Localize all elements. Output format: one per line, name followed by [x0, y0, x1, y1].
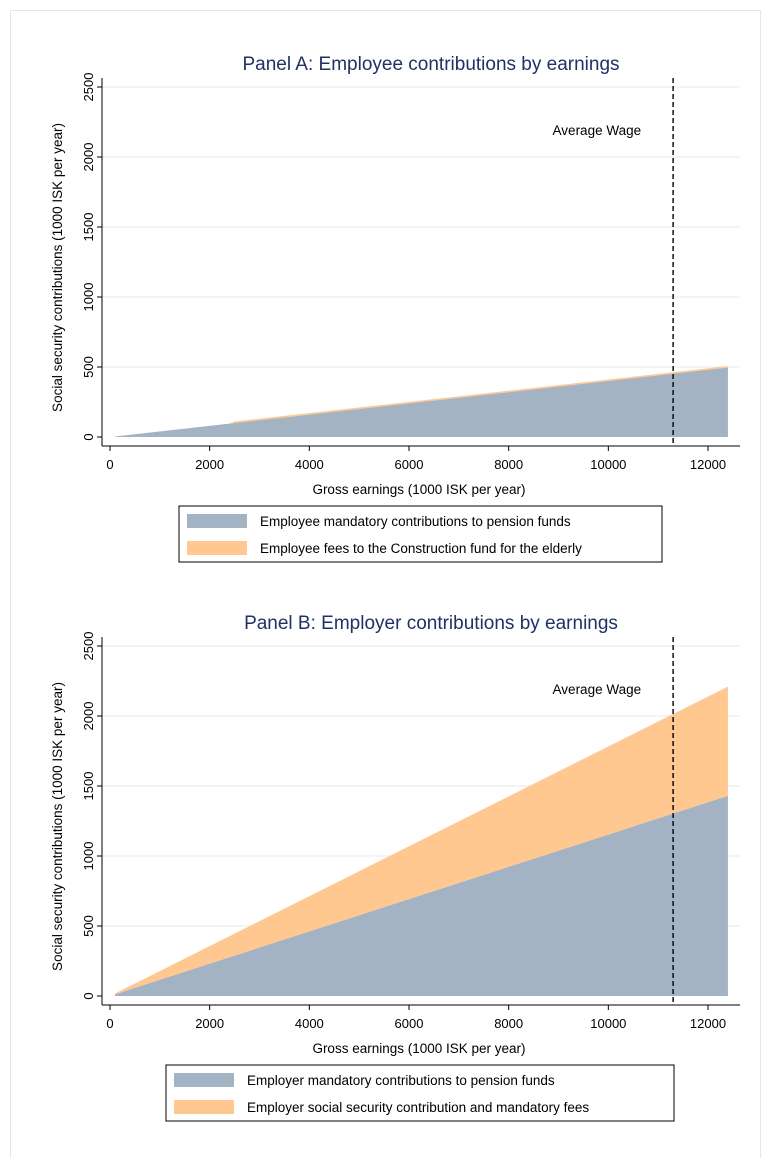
legend-swatch [174, 1073, 234, 1087]
x-tick-label: 2000 [195, 457, 224, 472]
x-tick-label: 6000 [395, 1016, 424, 1031]
panel-b: Panel B: Employer contributions by earni… [50, 613, 740, 1122]
y-tick-label: 1000 [81, 842, 96, 871]
area-series-2 [114, 686, 728, 995]
x-tick-label: 6000 [395, 457, 424, 472]
x-tick-label: 10000 [590, 457, 626, 472]
average-wage-label: Average Wage [553, 682, 642, 697]
average-wage-label: Average Wage [553, 123, 642, 138]
y-tick-label: 500 [81, 915, 96, 937]
legend: Employer mandatory contributions to pens… [165, 1064, 675, 1122]
x-tick-label: 12000 [690, 457, 726, 472]
y-tick-label: 2500 [81, 73, 96, 102]
y-axis-label: Social security contributions (1000 ISK … [50, 123, 65, 412]
legend-label: Employer mandatory contributions to pens… [247, 1073, 555, 1088]
area-series-2 [229, 366, 728, 424]
y-tick-label: 2000 [81, 143, 96, 172]
y-tick-label: 2500 [81, 632, 96, 661]
y-tick-label: 2000 [81, 702, 96, 731]
area-series-1 [114, 367, 728, 437]
x-tick-label: 0 [106, 457, 113, 472]
legend-swatch [187, 514, 247, 528]
legend-label: Employer social security contribution an… [247, 1100, 589, 1115]
legend: Employee mandatory contributions to pens… [178, 505, 663, 563]
figure-frame [10, 10, 761, 1158]
panel-a: Panel A: Employee contributions by earni… [50, 54, 740, 563]
area-series-1 [114, 795, 728, 996]
x-axis-label: Gross earnings (1000 ISK per year) [312, 482, 525, 497]
y-tick-label: 1500 [81, 213, 96, 242]
legend-label: Employee fees to the Construction fund f… [260, 541, 582, 556]
legend-box [165, 1064, 675, 1122]
chart-title: Panel B: Employer contributions by earni… [244, 613, 618, 634]
x-tick-label: 12000 [690, 1016, 726, 1031]
y-tick-label: 0 [81, 433, 96, 440]
y-axis-label: Social security contributions (1000 ISK … [50, 682, 65, 971]
legend-swatch [174, 1100, 234, 1114]
y-tick-label: 500 [81, 356, 96, 378]
legend-label: Employee mandatory contributions to pens… [260, 514, 571, 529]
x-tick-label: 4000 [295, 1016, 324, 1031]
y-tick-label: 0 [81, 992, 96, 999]
chart-title: Panel A: Employee contributions by earni… [242, 54, 619, 75]
legend-box [178, 505, 663, 563]
x-tick-label: 4000 [295, 457, 324, 472]
x-axis-label: Gross earnings (1000 ISK per year) [312, 1041, 525, 1056]
x-tick-label: 8000 [494, 1016, 523, 1031]
x-tick-label: 2000 [195, 1016, 224, 1031]
x-tick-label: 0 [106, 1016, 113, 1031]
y-tick-label: 1000 [81, 283, 96, 312]
y-tick-label: 1500 [81, 772, 96, 801]
x-tick-label: 8000 [494, 457, 523, 472]
x-tick-label: 10000 [590, 1016, 626, 1031]
legend-swatch [187, 541, 247, 555]
